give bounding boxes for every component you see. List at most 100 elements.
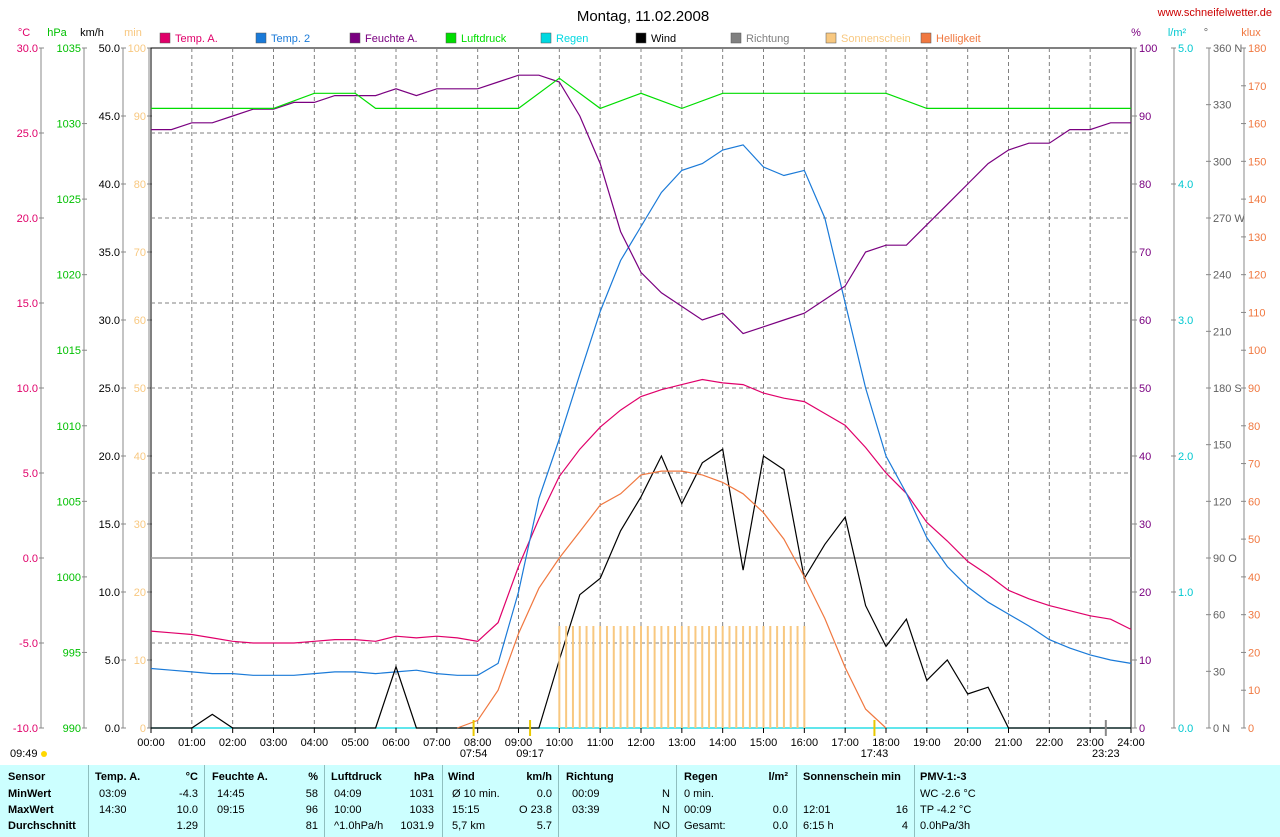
left-axis-tick-2-2: 40.0 xyxy=(99,179,120,191)
legend-swatch-regen xyxy=(540,32,552,44)
time-tick-0: 00:00 xyxy=(137,737,165,749)
summary-header-luftdruck: Luftdruck xyxy=(331,771,382,783)
time-tick-7: 07:00 xyxy=(423,737,451,749)
summary-table: Sensor Temp. A. °C Feuchte A.% Luftdruck hPa W… xyxy=(0,765,1280,837)
right-axis-tick-3-6: 120 xyxy=(1248,270,1266,282)
left-axis-tick-2-8: 10.0 xyxy=(99,587,120,599)
left-axis-tick-0-6: 0.0 xyxy=(23,553,38,565)
right-axis-tick-2-1: 330 xyxy=(1213,100,1231,112)
summary-luft-val-2: 1031.9 xyxy=(400,820,434,832)
legend-swatch-helligkeit xyxy=(920,32,932,44)
series-temp-2-line xyxy=(150,144,1132,676)
chart-legend: Temp. A. Temp. 2 Feuchte A. Luftdruck Regen W… xyxy=(159,32,981,45)
summary-divider-4 xyxy=(558,765,559,837)
summary-feuchte-val-2: 81 xyxy=(305,820,318,832)
left-axis-tick-2-1: 45.0 xyxy=(99,111,120,123)
marker-sunset: 17:43 xyxy=(861,748,889,760)
legend-swatch-wind xyxy=(635,32,647,44)
summary-richt-val-0: N xyxy=(662,788,670,800)
left-axis-tick-2-7: 15.0 xyxy=(99,519,120,531)
summary-temp-val-0: -4.3 xyxy=(179,788,198,800)
time-tick-21: 21:00 xyxy=(995,737,1023,749)
marker-left-time: 09:49 xyxy=(10,748,38,760)
marker-moon: 23:23 xyxy=(1092,748,1120,760)
left-axis-tick-1-5: 1010 xyxy=(57,421,81,433)
summary-divider-6 xyxy=(796,765,797,837)
left-axis-tick-3-9: 10 xyxy=(134,655,146,667)
right-axis-tick-3-8: 100 xyxy=(1248,345,1266,357)
left-axis-tick-1-4: 1015 xyxy=(57,345,81,357)
legend-label-richtung: Richtung xyxy=(746,33,789,45)
right-axis-tick-3-4: 140 xyxy=(1248,194,1266,206)
chart-title: Montag, 11.02.2008 xyxy=(577,8,709,25)
summary-sonne-val-2: 4 xyxy=(901,820,908,832)
left-axis-tick-2-6: 20.0 xyxy=(99,451,120,463)
right-axis-tick-3-0: 180 xyxy=(1248,43,1266,55)
time-tick-17: 17:00 xyxy=(831,737,859,749)
left-axis-tick-3-5: 50 xyxy=(134,383,146,395)
left-axis-tick-3-8: 20 xyxy=(134,587,146,599)
chart-series xyxy=(150,74,1132,729)
summary-header-temp-unit: °C xyxy=(185,771,198,783)
summary-temp-time-1: 14:30 xyxy=(99,804,127,816)
summary-divider-3 xyxy=(442,765,443,837)
right-axis-tick-3-16: 20 xyxy=(1248,647,1260,659)
legend-swatch-feuchte_a xyxy=(349,32,361,44)
right-axis-tick-2-0: 360 N xyxy=(1213,43,1242,55)
summary-divider-7 xyxy=(914,765,915,837)
legend-swatch-richtung xyxy=(730,32,742,44)
left-axis-tick-2-5: 25.0 xyxy=(99,383,120,395)
time-tick-4: 04:00 xyxy=(301,737,329,749)
left-axis-tick-0-3: 15.0 xyxy=(17,298,38,310)
left-axis-tick-3-4: 60 xyxy=(134,315,146,327)
time-tick-22: 22:00 xyxy=(1036,737,1064,749)
summary-richt-time-0: 00:09 xyxy=(572,788,600,800)
left-axis-tick-1-3: 1020 xyxy=(57,270,81,282)
summary-header-feuchte: Feuchte A. xyxy=(212,771,268,783)
right-axis-tick-0-0: 100 xyxy=(1139,43,1157,55)
summary-row-label-0: MinWert xyxy=(8,788,52,800)
right-axis-tick-1-0: 5.0 xyxy=(1178,43,1193,55)
summary-feuchte-val-1: 96 xyxy=(305,804,318,816)
legend-label-feuchte_a: Feuchte A. xyxy=(365,33,418,45)
summary-luft-time-2: ^1.0hPa/h xyxy=(334,820,384,832)
left-axis-tick-0-5: 5.0 xyxy=(23,468,38,480)
summary-temp-val-2: 1.29 xyxy=(176,820,198,832)
right-axis-tick-3-7: 110 xyxy=(1248,307,1266,319)
time-tick-19: 19:00 xyxy=(913,737,941,749)
right-axis-tick-3-3: 150 xyxy=(1248,156,1266,168)
left-axis-tick-1-8: 995 xyxy=(63,647,81,659)
legend-swatch-luftdruck xyxy=(445,32,457,44)
weather-chart: Montag, 11.02.2008 www.schneifelwetter.d… xyxy=(10,7,1272,760)
plot-grid xyxy=(151,48,1131,728)
left-axis-tick-3-10: 0 xyxy=(140,723,146,735)
right-axis-tick-0-10: 0 xyxy=(1139,723,1145,735)
summary-regen-desc-0: 0 min. xyxy=(684,788,714,800)
left-axes: °C 30.0 25.0 20.0 15.0 10.0 5.0 0.0 -5.0 -10.0 hPa… xyxy=(13,27,152,735)
summary-regen-val-2: 0.0 xyxy=(772,820,788,832)
summary-wind-val-0: 0.0 xyxy=(536,788,552,800)
right-axis-tick-3-15: 30 xyxy=(1248,610,1260,622)
left-axis-tick-1-6: 1005 xyxy=(57,496,81,508)
time-tick-2: 02:00 xyxy=(219,737,247,749)
time-tick-9: 09:00 xyxy=(505,737,533,749)
time-tick-12: 12:00 xyxy=(627,737,655,749)
time-axis: 00:00 01:00 02:00 03:00 04:00 05:00 06:00 07:00… xyxy=(137,728,1145,749)
summary-feuchte-val-0: 58 xyxy=(305,788,318,800)
summary-pmv-1: TP -4.2 °C xyxy=(920,804,972,816)
summary-feuchte-time-1: 09:15 xyxy=(217,804,245,816)
summary-wind-val-1: O 23.8 xyxy=(518,804,552,816)
left-axis-tick-0-8: -10.0 xyxy=(13,723,38,735)
time-tick-23: 23:00 xyxy=(1076,737,1104,749)
left-axis-unit-0: °C xyxy=(18,27,30,39)
right-axis-tick-3-2: 160 xyxy=(1248,119,1266,131)
left-axis-tick-3-6: 40 xyxy=(134,451,146,463)
summary-regen-val-1: 0.0 xyxy=(772,804,788,816)
legend-swatch-temp_2 xyxy=(255,32,267,44)
time-tick-20: 20:00 xyxy=(954,737,982,749)
summary-header-feuchte-unit: % xyxy=(308,771,318,783)
website-link[interactable]: www.schneifelwetter.de xyxy=(1157,7,1272,19)
summary-temp-val-1: 10.0 xyxy=(176,804,198,816)
right-axis-tick-2-12: 0 N xyxy=(1213,723,1230,735)
time-tick-6: 06:00 xyxy=(382,737,410,749)
